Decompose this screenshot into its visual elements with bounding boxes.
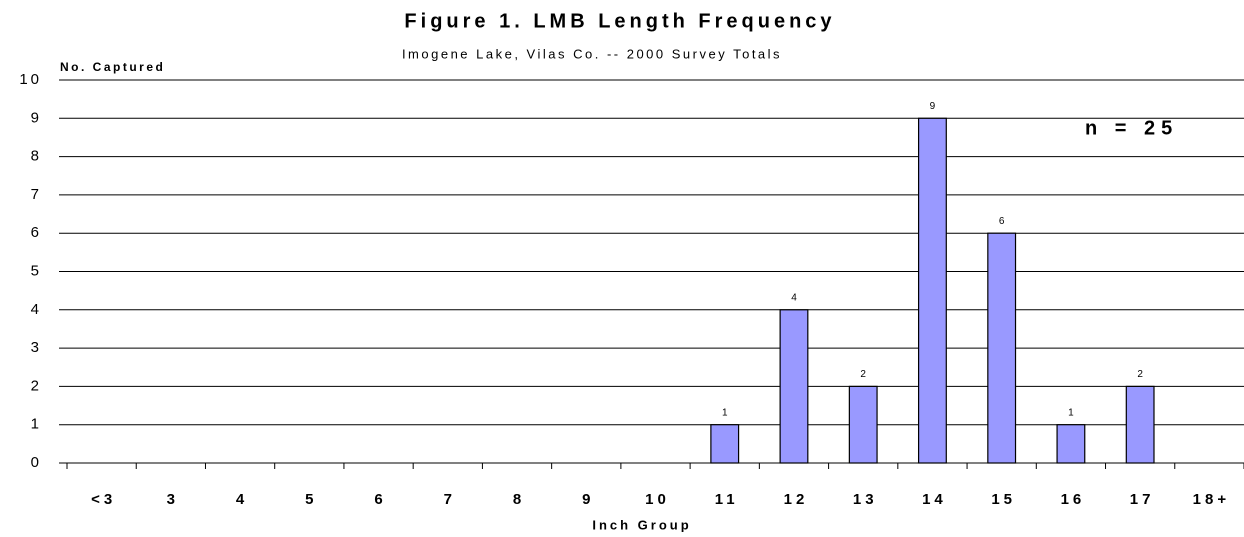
x-tick-label: <3 xyxy=(91,491,116,508)
x-tick-label: 10 xyxy=(645,491,670,508)
bar xyxy=(1056,424,1086,464)
x-tick-label: 15 xyxy=(991,491,1016,508)
data-label: 1 xyxy=(722,407,728,418)
data-label: 2 xyxy=(860,369,866,380)
y-tick-label: 3 xyxy=(31,339,42,356)
x-tick-label: 13 xyxy=(853,491,878,508)
x-tick-label: 4 xyxy=(236,491,248,508)
data-label: 4 xyxy=(791,292,797,303)
x-tick-label: 14 xyxy=(922,491,947,508)
data-label: 9 xyxy=(930,101,936,112)
y-tick-label: 4 xyxy=(31,301,42,318)
bar xyxy=(710,424,740,464)
bar xyxy=(779,309,809,464)
data-label: 1 xyxy=(1068,407,1074,418)
y-tick-label: 2 xyxy=(31,377,42,394)
y-tick-label: 10 xyxy=(19,71,42,88)
y-tick-label: 1 xyxy=(31,416,42,433)
chart-title: Figure 1. LMB Length Frequency xyxy=(404,10,835,32)
x-tick-label: 7 xyxy=(444,491,456,508)
chart-subtitle: Imogene Lake, Vilas Co. -- 2000 Survey T… xyxy=(402,46,782,61)
bar xyxy=(848,385,878,464)
y-tick-label: 8 xyxy=(31,148,42,165)
x-tick-label: 11 xyxy=(715,491,739,508)
x-tick-label: 18+ xyxy=(1193,491,1230,508)
x-tick-label: 12 xyxy=(784,491,809,508)
y-tick-label: 6 xyxy=(31,224,42,241)
x-tick-label: 3 xyxy=(167,491,179,508)
y-tick-label: 9 xyxy=(31,109,42,126)
x-tick-label: 16 xyxy=(1061,491,1086,508)
bar xyxy=(917,117,947,464)
y-tick-label: 0 xyxy=(31,454,42,471)
x-tick-label: 5 xyxy=(305,491,317,508)
x-tick-label: 9 xyxy=(582,491,594,508)
x-tick-label: 6 xyxy=(374,491,386,508)
y-tick-label: 5 xyxy=(31,262,42,279)
x-tick-label: 8 xyxy=(513,491,525,508)
y-axis-label: No. Captured xyxy=(60,60,165,74)
data-label: 6 xyxy=(999,216,1005,227)
y-tick-label: 7 xyxy=(31,186,42,203)
bar xyxy=(987,232,1017,464)
data-label: 2 xyxy=(1137,369,1143,380)
x-tick-label: 17 xyxy=(1130,491,1155,508)
bar xyxy=(1125,385,1155,464)
annotation: n = 25 xyxy=(1085,117,1178,139)
x-axis-label: Inch Group xyxy=(592,517,691,532)
